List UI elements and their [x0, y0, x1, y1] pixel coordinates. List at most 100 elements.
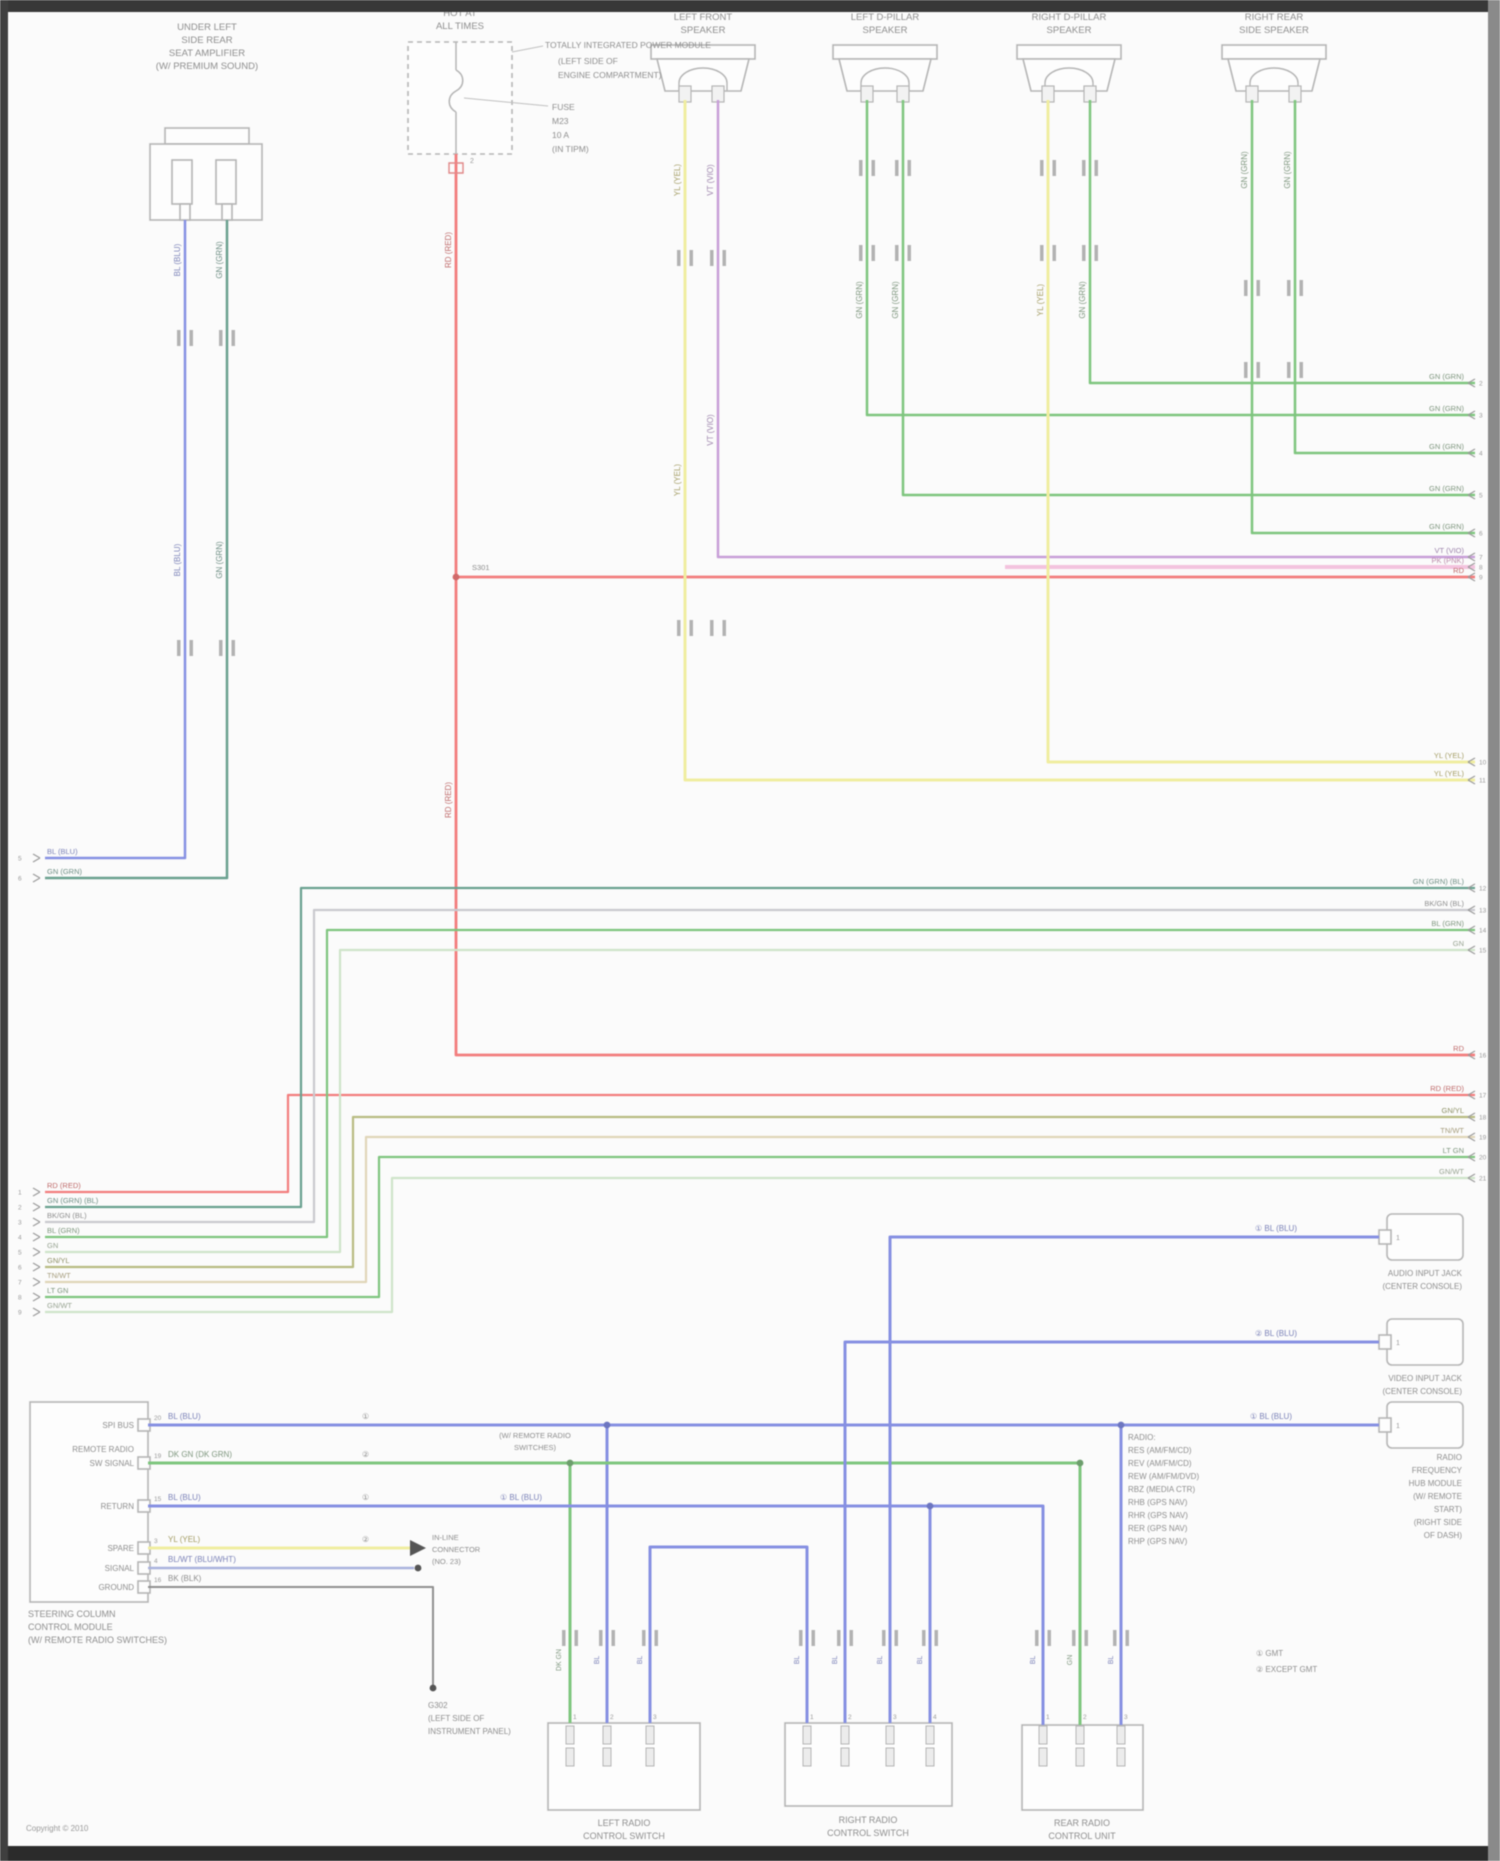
inline-connector-tick — [1040, 160, 1044, 176]
edge-pin-mark — [1467, 410, 1476, 420]
diagram-text: STEERING COLUMN — [28, 1609, 116, 1619]
edge-pin-mark — [1467, 378, 1476, 388]
m2-pin-1 — [802, 1725, 812, 1745]
diagram-text: RADIO: — [1128, 1433, 1156, 1442]
wire-stack-2 — [45, 886, 1475, 1209]
inline-connector-tick — [799, 1630, 803, 1646]
diagram-text: RD (RED) — [444, 782, 453, 818]
inline-connector-tick — [1256, 280, 1260, 296]
diagram-text: GN (GRN) — [1283, 151, 1292, 189]
edge-pin-number: 5 — [18, 1250, 22, 1257]
edge-pin-number: 8 — [1479, 565, 1483, 572]
wire-label: GN — [47, 1241, 58, 1250]
inline-connector-tick — [562, 1630, 566, 1646]
diagram-text: ② BL (BLU) — [1255, 1329, 1297, 1338]
wire-label: TN/WT — [1440, 1126, 1464, 1135]
inline-connector-tick — [895, 160, 899, 176]
speaker-2-pin-1 — [860, 85, 874, 103]
diagram-text: RADIO — [1437, 1453, 1462, 1462]
speaker-4-label: RIGHT REAR — [1245, 12, 1304, 23]
edge-pin-number: 9 — [1479, 575, 1483, 582]
wire-label: YL (YEL) — [1434, 769, 1465, 778]
m1-pin-2 — [602, 1725, 612, 1745]
m3-pin-2 — [1075, 1725, 1085, 1745]
diagram-text: CONTROL SWITCH — [583, 1831, 665, 1841]
m1-pin-number: 2 — [610, 1714, 614, 1721]
m2-pin-number: 1 — [810, 1714, 814, 1721]
inline-connector-tick — [710, 620, 714, 636]
diagram-text: GN — [1067, 1655, 1074, 1666]
m2-pin-number: 3 — [893, 1714, 897, 1721]
diagram-text: GN (GRN) — [215, 241, 224, 279]
diagram-text: LEFT RADIO — [598, 1818, 651, 1828]
diagram-text: 16 — [154, 1577, 162, 1584]
speaker-1-label: LEFT FRONT — [674, 12, 733, 23]
diagram-text: FUSE — [552, 102, 575, 112]
wire-c1-line — [888, 1235, 1379, 1723]
wire-label: YL (YEL) — [1434, 751, 1465, 760]
speaker-3-label: RIGHT D-PILLAR — [1032, 12, 1107, 23]
edge-pin-mark — [32, 1262, 41, 1272]
diagram-text: RHR (GPS NAV) — [1128, 1511, 1188, 1520]
diagram-text: START) — [1434, 1505, 1462, 1514]
speaker-3-pin-2 — [1083, 85, 1097, 103]
m1-pin-1 — [565, 1725, 575, 1745]
speaker-3-cap — [1016, 44, 1122, 60]
edge-pin-mark — [1467, 1090, 1476, 1100]
inline-connector-tick — [1040, 245, 1044, 261]
inline-connector-tick — [1244, 280, 1248, 296]
fuse-element — [448, 69, 464, 113]
inline-connector-tick — [689, 620, 693, 636]
diagram-text: RER (GPS NAV) — [1128, 1524, 1188, 1533]
inline-connector-tick — [177, 330, 181, 346]
wire-label: RD — [1453, 1044, 1464, 1053]
inline-connector-tick — [1084, 1630, 1088, 1646]
diagram-text: DK GN — [556, 1649, 563, 1671]
inline-connector-tick — [859, 245, 863, 261]
speaker-1-label: SPEAKER — [681, 25, 726, 36]
inline-connector-tick — [811, 1630, 815, 1646]
m1-pin-body — [645, 1747, 655, 1767]
page-frame — [0, 1846, 1500, 1861]
inline-connector-tick — [677, 250, 681, 266]
page-frame — [1488, 0, 1500, 1861]
wire-bridge-m1-m2 — [648, 1545, 809, 1723]
diagram-text: ENGINE COMPARTMENT) — [558, 70, 662, 80]
diagram-text: M23 — [552, 116, 569, 126]
diagram-text: (CENTER CONSOLE) — [1382, 1387, 1462, 1396]
inline-connector-tick — [1287, 280, 1291, 296]
speaker-2-cap — [832, 44, 938, 60]
inline-connector-tick — [189, 330, 193, 346]
wire-s4-green-r — [1293, 100, 1475, 455]
m2-pin-body — [925, 1747, 935, 1767]
edge-pin-mark — [32, 1247, 41, 1257]
inline-connector-tick — [177, 640, 181, 656]
wire-stack-1 — [45, 1093, 1475, 1194]
diagram-text: BL — [1030, 1656, 1037, 1665]
wire-label: GN (GRN) — [47, 867, 82, 876]
diagram-text: ② EXCEPT GMT — [1256, 1665, 1317, 1674]
inline-connector-tick — [599, 1630, 603, 1646]
speaker-2-label: SPEAKER — [863, 25, 908, 36]
inline-connector-tick — [1047, 1630, 1051, 1646]
diagram-text: YL (YEL) — [673, 464, 682, 496]
inline-connector-tick — [907, 245, 911, 261]
edge-pin-mark — [1467, 757, 1476, 767]
m1-pin-body — [565, 1747, 575, 1767]
wire-label: PK (PNK) — [1431, 556, 1464, 565]
speaker-2-body — [837, 58, 933, 92]
inline-connector-tick — [642, 1630, 646, 1646]
edge-pin-mark — [1467, 490, 1476, 500]
speaker-4-cap — [1221, 44, 1327, 60]
speaker-3-label: SPEAKER — [1047, 25, 1092, 36]
diagram-text: BL — [917, 1656, 924, 1665]
edge-pin-number: 17 — [1479, 1093, 1487, 1100]
connector-c2-pin — [1378, 1334, 1392, 1350]
diagram-text: ① BL (BLU) — [1255, 1224, 1297, 1233]
edge-pin-number: 4 — [18, 1235, 22, 1242]
wire-label: GN/WT — [1439, 1167, 1464, 1176]
page-footer: Copyright © 2010 — [26, 1824, 89, 1833]
inline-connector-tick — [189, 640, 193, 656]
diagram-text: (RIGHT SIDE — [1414, 1518, 1462, 1527]
m2-pin-2 — [840, 1725, 850, 1745]
